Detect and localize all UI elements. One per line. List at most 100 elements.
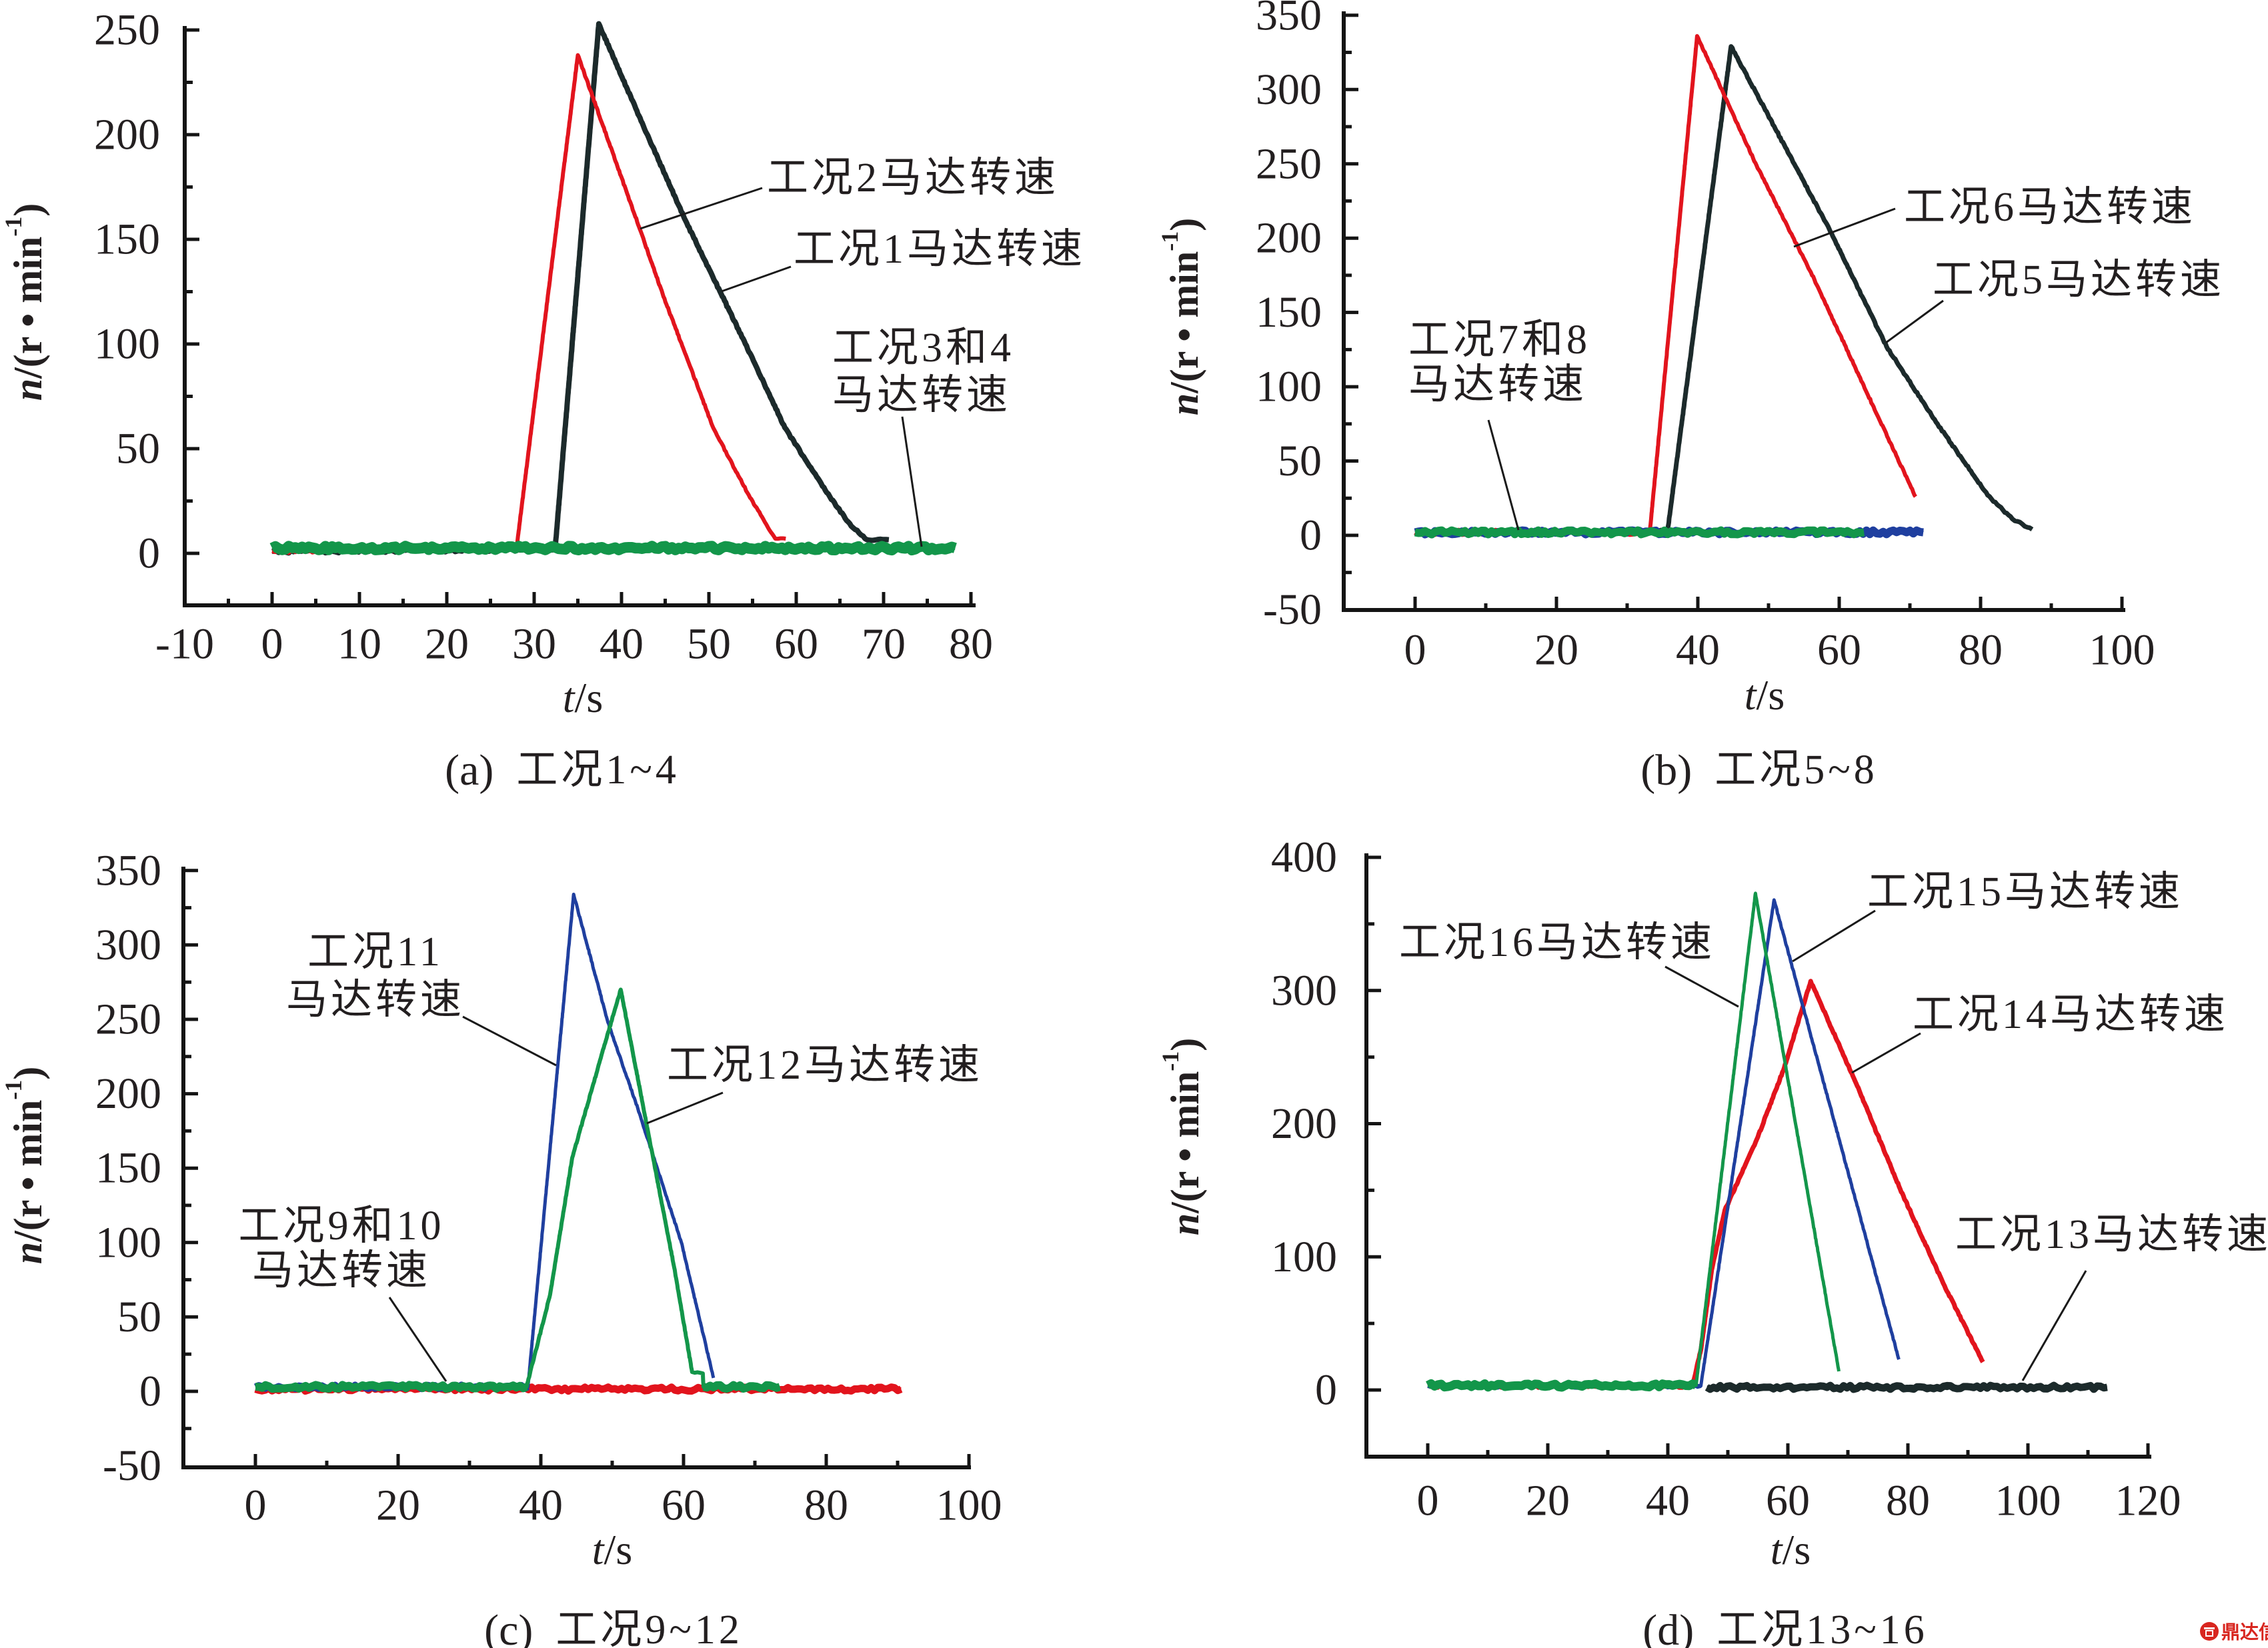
caption-tag: (a): [445, 746, 493, 795]
leader-line: [388, 1297, 447, 1382]
series-line: [271, 21, 890, 555]
y-tick-label: 50: [1278, 437, 1322, 485]
x-tick-label: 80: [804, 1481, 848, 1530]
y-axis-unit-exponent: -1: [0, 1080, 27, 1100]
leader-line: [2021, 1270, 2087, 1381]
y-tick-label: 0: [138, 529, 160, 578]
annotation-label: 马达转速: [832, 373, 1011, 418]
series-annotation: 工况2马达转速: [640, 155, 1059, 230]
y-tick-label: 0: [139, 1367, 161, 1416]
axes: -50 0 50 100 150 200 250 300 350 0 20 40 60 80 100: [95, 846, 1002, 1529]
x-tick-label: 50: [687, 620, 731, 669]
caption-tag: (c): [484, 1606, 533, 1648]
x-tick-label: 20: [376, 1481, 420, 1530]
x-tick-label: 80: [1959, 626, 2003, 675]
y-axis-title: n/(r • min-1): [0, 203, 50, 401]
x-axis-unit: /s: [575, 674, 604, 721]
x-tick-label: 80: [1886, 1477, 1930, 1525]
annotation-label: 马达转速: [252, 1248, 431, 1293]
x-axis-unit: /s: [604, 1526, 633, 1573]
y-tick-label: 50: [117, 1293, 161, 1341]
y-axis-unit-close: ): [6, 203, 50, 217]
x-axis-variable: t: [1771, 1526, 1784, 1573]
leader-line: [1851, 1032, 1921, 1074]
x-tick-label: 60: [1766, 1477, 1810, 1525]
leader-line: [462, 1015, 557, 1067]
y-tick-label: 200: [1256, 214, 1322, 263]
x-tick-label: 40: [1676, 626, 1720, 675]
watermark: 鼎达信: [2200, 1621, 2268, 1643]
annotation-label: 工况6马达转速: [1904, 185, 2196, 230]
x-tick-label: 40: [600, 620, 644, 669]
series-line: [1414, 34, 1917, 535]
y-tick-label: 350: [1256, 0, 1322, 39]
leader-line: [640, 187, 763, 230]
axes: 0 50 100 150 200 250 -10 0 10 20 30 40 50 60 70 80: [94, 6, 993, 669]
caption-tag: (d): [1642, 1606, 1694, 1648]
series-annotation: 工况1马达转速: [721, 227, 1086, 293]
panel-b: n/(r • min-1) t/s (b) 工况5~8 -50 0 50 100 150 2…: [1156, 0, 2221, 795]
y-tick-label: 200: [1271, 1099, 1337, 1148]
series-line-case-16: [1426, 891, 1841, 1392]
x-tick-label: 100: [1995, 1477, 2061, 1525]
panel-caption: (c) 工况9~12: [484, 1606, 743, 1648]
x-tick-label: 0: [1404, 626, 1426, 675]
x-tick-label: 60: [1817, 626, 1861, 675]
panel-d: n/(r • min-1) t/s (d) 工况13~16 01002003004…: [1157, 833, 2268, 1648]
y-tick-label: -50: [103, 1441, 161, 1490]
watermark-logo-glyph: [2205, 1630, 2213, 1637]
series-annotation: 工况12马达转速: [646, 1043, 983, 1125]
annotation-label: 工况1马达转速: [794, 227, 1086, 272]
panel-caption: (b) 工况5~8: [1640, 746, 1878, 795]
series-group: [269, 21, 958, 556]
series-line-case-6: [1414, 34, 1917, 537]
y-axis-unit: /(r • min: [6, 237, 50, 379]
y-axis-unit-exponent: -1: [1156, 231, 1183, 251]
series-line: [1706, 1384, 2107, 1391]
leader-line: [1487, 419, 1520, 531]
x-axis-unit: /s: [1757, 671, 1785, 719]
x-axis-title: t/s: [592, 1526, 632, 1573]
axes: -50 0 50 100 150 200 250 300 350 0 20 40 60 80 100: [1256, 0, 2155, 675]
panel-a: n/(r • min-1) t/s (a) 工况1~4 0501001502002…: [0, 6, 1086, 795]
series-line-case-7-8-3: [1414, 526, 1865, 539]
annotation-label: 工况3和4: [832, 325, 1014, 371]
leader-line: [1664, 965, 1739, 1008]
series-annotation: 工况16马达转速: [1399, 920, 1739, 1008]
watermark-logo-glyph: [2204, 1627, 2215, 1629]
y-tick-label: 350: [95, 846, 161, 895]
y-tick-label: 150: [95, 1144, 161, 1193]
y-axis-unit-close: ): [1162, 218, 1206, 231]
series-annotation: 工况5马达转速: [1885, 257, 2221, 344]
x-axis-variable: t: [592, 1526, 606, 1573]
series-annotation: 工况14马达转速: [1851, 992, 2229, 1074]
y-axis-unit-exponent: -1: [1157, 1051, 1184, 1071]
annotation-label: 马达转速: [286, 977, 465, 1023]
caption-text: 工况9~12: [555, 1607, 743, 1648]
series-annotation: 工况6马达转速: [1793, 185, 2196, 248]
caption-tag: (b): [1640, 746, 1692, 795]
annotation-label: 工况7和8: [1408, 317, 1590, 363]
y-tick-label: 250: [1256, 139, 1322, 188]
series-line-case-13: [1705, 1381, 2108, 1393]
annotation-label: 工况14马达转速: [1913, 992, 2229, 1037]
y-tick-label: 50: [116, 425, 160, 473]
y-tick-label: 100: [95, 1218, 161, 1267]
x-tick-label: 100: [2089, 626, 2155, 675]
y-tick-label: 0: [1300, 511, 1322, 560]
x-axis-unit: /s: [1783, 1526, 1811, 1573]
y-tick-label: 300: [1256, 65, 1322, 114]
annotation-label: 工况12马达转速: [667, 1043, 983, 1088]
y-axis-unit-exponent: -1: [0, 217, 27, 237]
y-axis-title: n/(r • min-1): [1156, 218, 1206, 416]
leader-line: [646, 1091, 724, 1125]
y-tick-label: 200: [94, 111, 160, 159]
annotation-label: 工况2马达转速: [767, 155, 1059, 201]
series-group: [1414, 34, 2034, 539]
series-line-case-3-4: [269, 541, 958, 556]
y-tick-label: 250: [94, 6, 160, 55]
y-tick-label: 100: [94, 320, 160, 369]
